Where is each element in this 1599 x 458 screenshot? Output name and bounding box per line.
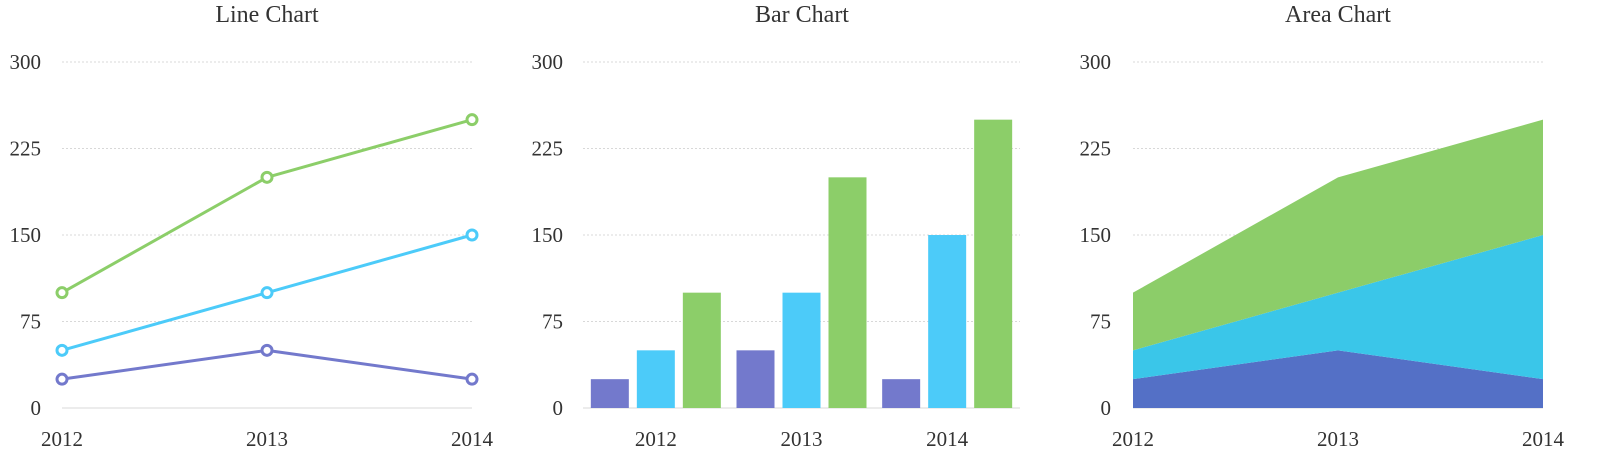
bar-chart-title: Bar Chart [755, 2, 849, 28]
bar-ytick-label: 300 [532, 50, 564, 74]
bar-series-2-bar [636, 350, 675, 408]
line-xtick-label: 2013 [246, 427, 288, 451]
line-point [260, 286, 274, 300]
area-xtick-label: 2012 [1112, 427, 1154, 451]
area-chart-panel: Area Chart 0 75 150 225 300 2012 2013 2014 [1080, 2, 1565, 451]
bar-series-2-bar [782, 292, 821, 408]
bar-series-1-bar [736, 350, 775, 408]
bar-ytick-label: 75 [542, 310, 563, 334]
area-xtick-label: 2014 [1522, 427, 1565, 451]
bar-series-1-bar [590, 379, 629, 408]
area-ytick-label: 225 [1080, 137, 1112, 161]
line-ytick-label: 75 [20, 310, 41, 334]
bar-ytick-label: 0 [553, 396, 564, 420]
bar-ytick-label: 150 [532, 223, 564, 247]
line-point [465, 228, 479, 242]
area-xtick-label: 2013 [1317, 427, 1359, 451]
bar-ytick-label: 225 [532, 137, 564, 161]
bar-series-2-bar [928, 235, 967, 408]
bar-chart-panel: Bar Chart 0 75 150 225 300 2012 2013 2014 [532, 2, 1020, 451]
bar-series-3-bar [682, 292, 721, 408]
bar-series-3-bar [974, 119, 1013, 409]
line-chart-panel: Line Chart 0 75 150 225 300 2012 2013 2014 [10, 2, 494, 451]
bar-series-3-bar [828, 177, 867, 408]
line-point [55, 372, 69, 386]
line-ytick-label: 300 [10, 50, 42, 74]
line-point [260, 170, 274, 184]
area-series-3 [1133, 119, 1543, 351]
bar-series-1-bar [882, 379, 921, 408]
area-chart-title: Area Chart [1285, 2, 1391, 28]
line-series-3 [61, 118, 473, 294]
area-ytick-label: 150 [1080, 223, 1112, 247]
line-point [465, 113, 479, 127]
line-ytick-label: 150 [10, 223, 42, 247]
bar-xtick-label: 2013 [781, 427, 823, 451]
area-series-2 [1133, 235, 1543, 380]
bar-xtick-label: 2014 [926, 427, 969, 451]
line-point [465, 372, 479, 386]
line-point [55, 343, 69, 357]
line-xtick-label: 2014 [451, 427, 494, 451]
line-point [260, 343, 274, 357]
area-ytick-label: 0 [1101, 396, 1112, 420]
bar-xtick-label: 2012 [635, 427, 677, 451]
area-ytick-label: 75 [1090, 310, 1111, 334]
line-ytick-label: 225 [10, 137, 42, 161]
area-ytick-label: 300 [1080, 50, 1112, 74]
line-point [55, 286, 69, 300]
line-xtick-label: 2012 [41, 427, 83, 451]
line-chart-title: Line Chart [215, 2, 319, 28]
line-ytick-label: 0 [31, 396, 42, 420]
